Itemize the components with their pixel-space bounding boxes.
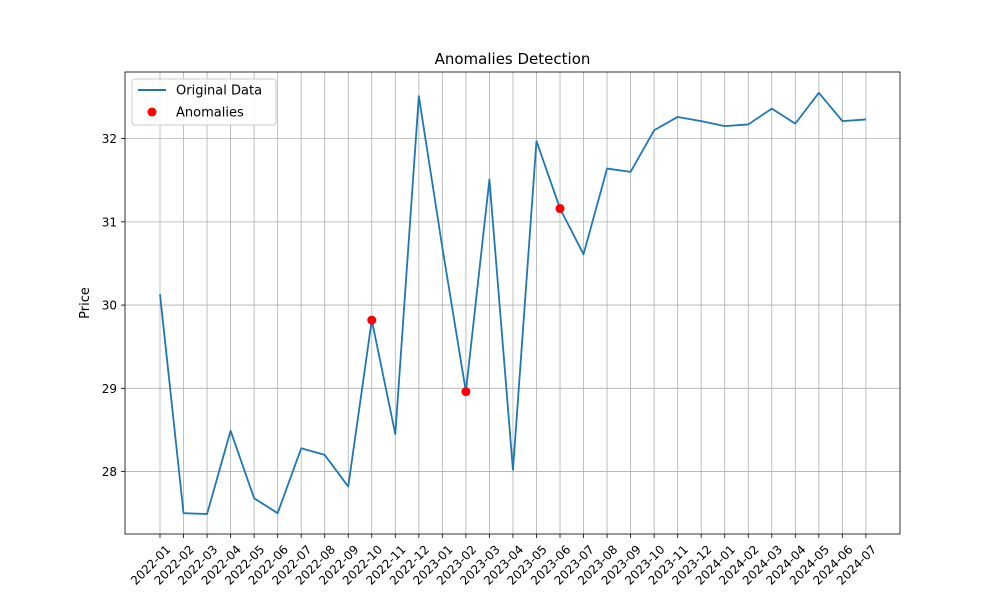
anomaly-point (461, 387, 471, 397)
legend-label-anomalies: Anomalies (176, 106, 244, 121)
anomaly-point (555, 204, 565, 214)
data-point (323, 453, 327, 457)
y-tick-label: 29 (102, 382, 117, 396)
grid-layer (125, 72, 900, 534)
data-point (675, 115, 679, 119)
data-point (770, 106, 774, 110)
anomaly-point (367, 315, 377, 325)
plot-frame (124, 71, 901, 535)
data-point (605, 166, 609, 170)
data-point (746, 122, 750, 126)
y-axis-label: Price (78, 287, 93, 319)
data-point (299, 446, 303, 450)
data-point (275, 511, 279, 515)
data-point (417, 94, 421, 98)
data-point (205, 512, 209, 516)
y-tick-label: 30 (102, 299, 117, 313)
data-point (581, 252, 585, 256)
data-point (723, 124, 727, 128)
data-point (817, 91, 821, 95)
data-point (393, 432, 397, 436)
y-tick-label: 32 (102, 132, 117, 146)
y-tick-label: 31 (102, 215, 117, 229)
chart-title: Anomalies Detection (435, 50, 591, 68)
legend-box (131, 78, 277, 126)
legend: Original Data Anomalies (131, 78, 277, 126)
data-point (652, 128, 656, 132)
data-point (628, 170, 632, 174)
data-point (252, 496, 256, 500)
data-point (440, 245, 444, 249)
data-point (487, 177, 491, 181)
data-point (346, 484, 350, 488)
data-point (228, 429, 232, 433)
legend-label-original-data: Original Data (176, 84, 262, 99)
data-point (840, 119, 844, 123)
y-tick-label: 28 (102, 465, 117, 479)
data-point (699, 119, 703, 123)
data-point (181, 511, 185, 515)
series-line-original-data (159, 91, 866, 515)
data-point (793, 121, 797, 125)
data-point (864, 117, 868, 121)
series-layer (158, 91, 868, 516)
legend-scatter-swatch (147, 107, 157, 117)
data-point (511, 468, 515, 472)
data-point (534, 139, 538, 143)
data-point (158, 292, 162, 296)
